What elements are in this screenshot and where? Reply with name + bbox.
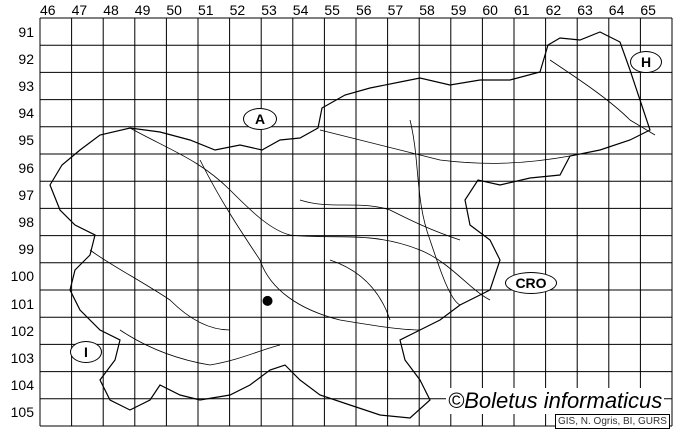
column-label: 49 xyxy=(134,2,151,18)
row-label: 98 xyxy=(18,214,34,230)
row-label: 103 xyxy=(10,350,34,366)
row-label: 102 xyxy=(10,322,34,339)
occurrence-point xyxy=(262,295,273,306)
column-label: 55 xyxy=(324,2,340,18)
column-label: 51 xyxy=(198,2,214,18)
column-label: 60 xyxy=(482,2,498,18)
grid-lines xyxy=(39,17,673,427)
column-label: 54 xyxy=(292,2,309,18)
column-label: 48 xyxy=(103,2,119,18)
country-label-croatia: CRO xyxy=(505,272,557,294)
country-border xyxy=(49,31,651,419)
country-label-hungary: H xyxy=(630,51,662,73)
copyright-text: ©Boletus informaticus xyxy=(446,388,665,414)
source-credit: GIS, N. Ogris, BI, GURS xyxy=(555,414,670,429)
row-label: 104 xyxy=(10,377,34,394)
row-label: 95 xyxy=(18,132,34,149)
row-label: 99 xyxy=(18,241,34,258)
column-label: 47 xyxy=(71,2,88,18)
column-label: 46 xyxy=(40,2,56,18)
column-label: 57 xyxy=(387,2,404,18)
row-label: 105 xyxy=(10,404,34,421)
row-label: 100 xyxy=(10,268,34,285)
column-label: 52 xyxy=(229,2,246,18)
column-label: 53 xyxy=(261,2,277,18)
row-label: 91 xyxy=(18,23,34,40)
rivers xyxy=(89,59,656,366)
row-label: 97 xyxy=(18,186,34,203)
row-label: 93 xyxy=(18,78,34,94)
row-label: 94 xyxy=(18,105,34,122)
row-label: 96 xyxy=(18,159,34,176)
column-label: 64 xyxy=(608,2,625,18)
row-label: 101 xyxy=(10,295,34,312)
column-label: 56 xyxy=(356,2,372,18)
column-label: 63 xyxy=(577,2,593,18)
country-label-italy: I xyxy=(70,341,102,363)
column-label: 50 xyxy=(166,2,182,18)
column-label: 59 xyxy=(450,2,467,18)
row-label: 92 xyxy=(18,50,34,67)
country-label-austria: A xyxy=(243,108,277,130)
column-label: 65 xyxy=(640,2,656,18)
column-label: 61 xyxy=(514,2,530,18)
column-label: 58 xyxy=(419,2,435,18)
column-label: 62 xyxy=(545,2,562,18)
